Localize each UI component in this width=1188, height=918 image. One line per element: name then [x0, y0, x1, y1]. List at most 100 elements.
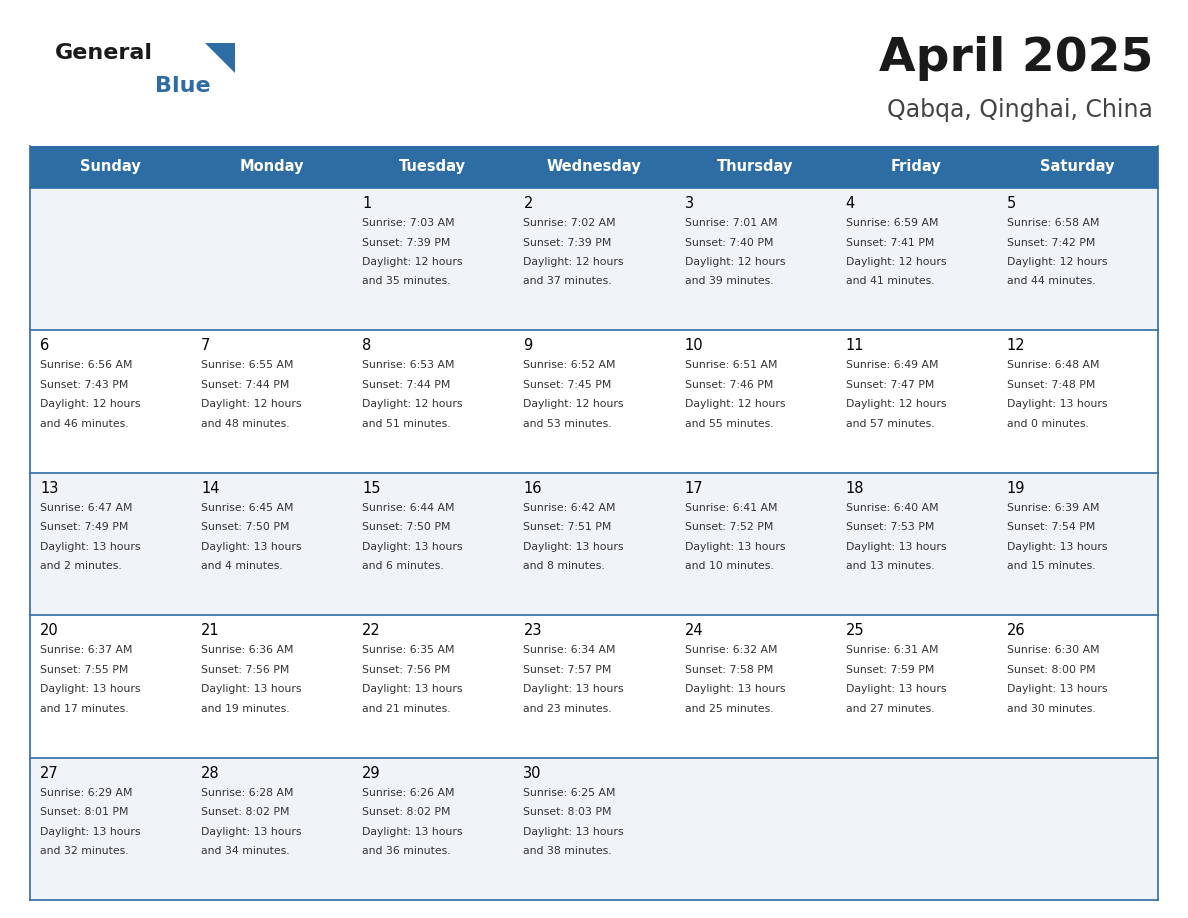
Bar — [191, 146, 353, 188]
Text: and 36 minutes.: and 36 minutes. — [362, 846, 451, 856]
Text: and 23 minutes.: and 23 minutes. — [524, 704, 612, 713]
Text: Daylight: 12 hours: Daylight: 12 hours — [362, 257, 463, 267]
Text: Sunrise: 6:56 AM: Sunrise: 6:56 AM — [40, 361, 133, 370]
Text: and 27 minutes.: and 27 minutes. — [846, 704, 934, 713]
Text: Daylight: 13 hours: Daylight: 13 hours — [40, 542, 140, 552]
Text: and 4 minutes.: and 4 minutes. — [201, 561, 283, 571]
Text: Sunrise: 6:32 AM: Sunrise: 6:32 AM — [684, 645, 777, 655]
Text: Sunset: 7:42 PM: Sunset: 7:42 PM — [1007, 238, 1095, 248]
Text: 6: 6 — [40, 339, 49, 353]
Text: Sunset: 7:58 PM: Sunset: 7:58 PM — [684, 665, 773, 675]
Text: and 46 minutes.: and 46 minutes. — [40, 419, 128, 429]
Text: 23: 23 — [524, 623, 542, 638]
Text: Wednesday: Wednesday — [546, 160, 642, 174]
Text: Sunrise: 7:03 AM: Sunrise: 7:03 AM — [362, 218, 455, 228]
Text: 1: 1 — [362, 196, 372, 211]
Text: 15: 15 — [362, 481, 381, 496]
Text: Sunset: 7:44 PM: Sunset: 7:44 PM — [201, 380, 290, 390]
Text: Sunset: 7:56 PM: Sunset: 7:56 PM — [362, 665, 450, 675]
Text: Sunrise: 6:47 AM: Sunrise: 6:47 AM — [40, 503, 133, 513]
Text: Sunrise: 6:51 AM: Sunrise: 6:51 AM — [684, 361, 777, 370]
Text: April 2025: April 2025 — [879, 36, 1154, 81]
Text: Sunset: 7:39 PM: Sunset: 7:39 PM — [524, 238, 612, 248]
Bar — [513, 146, 675, 188]
Text: and 25 minutes.: and 25 minutes. — [684, 704, 773, 713]
Text: Daylight: 12 hours: Daylight: 12 hours — [524, 257, 624, 267]
Text: Sunrise: 6:44 AM: Sunrise: 6:44 AM — [362, 503, 455, 513]
Text: Friday: Friday — [891, 160, 942, 174]
Text: Sunrise: 6:35 AM: Sunrise: 6:35 AM — [362, 645, 455, 655]
Text: Sunset: 7:43 PM: Sunset: 7:43 PM — [40, 380, 128, 390]
Text: 20: 20 — [40, 623, 58, 638]
Text: Daylight: 12 hours: Daylight: 12 hours — [524, 399, 624, 409]
Text: Daylight: 12 hours: Daylight: 12 hours — [362, 399, 463, 409]
Text: Qabqa, Qinghai, China: Qabqa, Qinghai, China — [887, 98, 1154, 122]
Text: 24: 24 — [684, 623, 703, 638]
Text: and 57 minutes.: and 57 minutes. — [846, 419, 934, 429]
Text: Daylight: 12 hours: Daylight: 12 hours — [1007, 257, 1107, 267]
Text: Sunrise: 6:53 AM: Sunrise: 6:53 AM — [362, 361, 455, 370]
Bar — [30, 757, 1158, 900]
Text: Sunset: 7:56 PM: Sunset: 7:56 PM — [201, 665, 290, 675]
Text: Sunset: 7:45 PM: Sunset: 7:45 PM — [524, 380, 612, 390]
Text: 16: 16 — [524, 481, 542, 496]
Text: 21: 21 — [201, 623, 220, 638]
Text: Sunrise: 6:26 AM: Sunrise: 6:26 AM — [362, 788, 455, 798]
Text: Sunrise: 6:59 AM: Sunrise: 6:59 AM — [846, 218, 939, 228]
Text: Daylight: 13 hours: Daylight: 13 hours — [684, 542, 785, 552]
Text: Sunset: 8:01 PM: Sunset: 8:01 PM — [40, 807, 128, 817]
Text: Sunset: 8:02 PM: Sunset: 8:02 PM — [201, 807, 290, 817]
Text: Sunrise: 6:39 AM: Sunrise: 6:39 AM — [1007, 503, 1099, 513]
Text: Daylight: 13 hours: Daylight: 13 hours — [846, 684, 946, 694]
Text: 12: 12 — [1007, 339, 1025, 353]
Bar — [30, 188, 1158, 330]
Text: Sunrise: 6:49 AM: Sunrise: 6:49 AM — [846, 361, 939, 370]
Text: 18: 18 — [846, 481, 864, 496]
Text: Sunset: 7:53 PM: Sunset: 7:53 PM — [846, 522, 934, 532]
Bar — [835, 146, 997, 188]
Text: Daylight: 12 hours: Daylight: 12 hours — [40, 399, 140, 409]
Text: and 8 minutes.: and 8 minutes. — [524, 561, 605, 571]
Text: Daylight: 13 hours: Daylight: 13 hours — [40, 826, 140, 836]
Text: Sunset: 7:52 PM: Sunset: 7:52 PM — [684, 522, 773, 532]
Text: Sunset: 7:50 PM: Sunset: 7:50 PM — [362, 522, 450, 532]
Text: Saturday: Saturday — [1041, 160, 1114, 174]
Text: and 38 minutes.: and 38 minutes. — [524, 846, 612, 856]
Text: and 13 minutes.: and 13 minutes. — [846, 561, 934, 571]
Text: 28: 28 — [201, 766, 220, 780]
Bar — [675, 146, 835, 188]
Text: and 34 minutes.: and 34 minutes. — [201, 846, 290, 856]
Text: 30: 30 — [524, 766, 542, 780]
Bar — [30, 615, 1158, 757]
Text: Sunday: Sunday — [81, 160, 141, 174]
Text: 3: 3 — [684, 196, 694, 211]
Text: Daylight: 12 hours: Daylight: 12 hours — [846, 257, 946, 267]
Text: Daylight: 12 hours: Daylight: 12 hours — [201, 399, 302, 409]
Text: Thursday: Thursday — [716, 160, 794, 174]
Text: 22: 22 — [362, 623, 381, 638]
Text: Daylight: 13 hours: Daylight: 13 hours — [1007, 684, 1107, 694]
Text: Sunrise: 6:52 AM: Sunrise: 6:52 AM — [524, 361, 615, 370]
Text: Sunset: 7:54 PM: Sunset: 7:54 PM — [1007, 522, 1095, 532]
Text: Daylight: 13 hours: Daylight: 13 hours — [1007, 542, 1107, 552]
Text: and 53 minutes.: and 53 minutes. — [524, 419, 612, 429]
Text: Daylight: 13 hours: Daylight: 13 hours — [362, 542, 463, 552]
Text: Sunset: 7:51 PM: Sunset: 7:51 PM — [524, 522, 612, 532]
Text: and 44 minutes.: and 44 minutes. — [1007, 276, 1095, 286]
Text: Sunset: 7:39 PM: Sunset: 7:39 PM — [362, 238, 450, 248]
Text: Sunrise: 7:02 AM: Sunrise: 7:02 AM — [524, 218, 617, 228]
Text: Sunset: 7:50 PM: Sunset: 7:50 PM — [201, 522, 290, 532]
Text: 27: 27 — [40, 766, 58, 780]
Text: General: General — [55, 43, 153, 63]
Text: and 37 minutes.: and 37 minutes. — [524, 276, 612, 286]
Text: Sunset: 7:55 PM: Sunset: 7:55 PM — [40, 665, 128, 675]
Text: and 21 minutes.: and 21 minutes. — [362, 704, 451, 713]
Text: Sunset: 8:00 PM: Sunset: 8:00 PM — [1007, 665, 1095, 675]
Text: and 41 minutes.: and 41 minutes. — [846, 276, 934, 286]
Text: 7: 7 — [201, 339, 210, 353]
Text: and 15 minutes.: and 15 minutes. — [1007, 561, 1095, 571]
Text: Daylight: 12 hours: Daylight: 12 hours — [846, 399, 946, 409]
Text: 4: 4 — [846, 196, 855, 211]
Text: 14: 14 — [201, 481, 220, 496]
Text: 19: 19 — [1007, 481, 1025, 496]
